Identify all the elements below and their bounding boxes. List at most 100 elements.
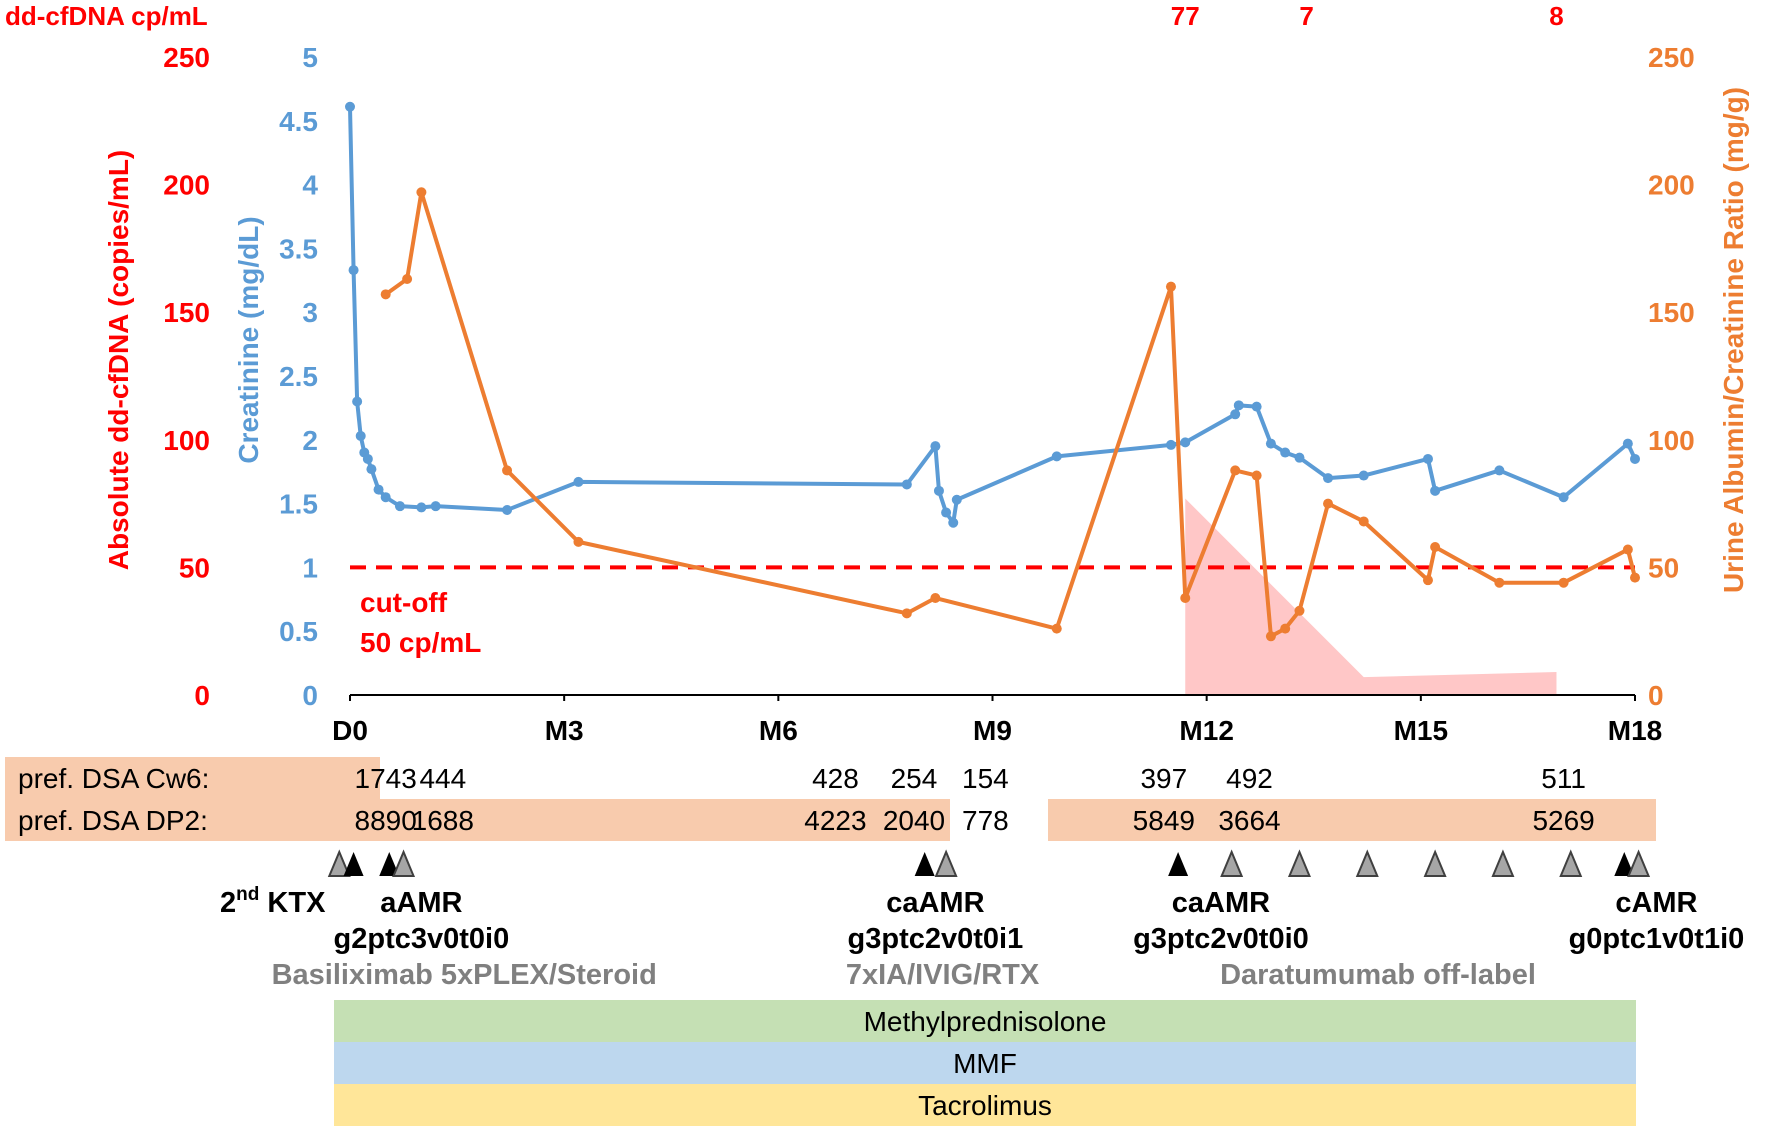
y-tick-label-dd-cfdna: 150 <box>163 297 210 328</box>
creatinine-point <box>1280 447 1291 458</box>
uacr-point <box>502 465 513 476</box>
creatinine-point <box>1230 409 1241 420</box>
creatinine-point <box>1494 465 1505 476</box>
diagnosis-label: cAMR <box>1615 887 1697 919</box>
biopsy-marker-grey <box>1355 849 1379 877</box>
dsa-value: 5849 <box>1133 805 1195 836</box>
drug-bars: Methylprednisolone MMF Tacrolimus <box>334 1000 1636 1126</box>
biopsy-marker-grey <box>1627 849 1651 877</box>
biopsy-marker-grey <box>1287 849 1311 877</box>
biopsy-marker-grey <box>392 849 416 877</box>
therapy-label: 7xIA/IVIG/RTX <box>846 959 1040 991</box>
y-tick-label-creatinine: 1.5 <box>279 489 318 520</box>
creatinine-point <box>1630 453 1640 464</box>
creatinine-point <box>430 501 441 512</box>
creatinine-point <box>951 494 962 505</box>
dsa-bg-right <box>1048 799 1656 841</box>
biopsy-marker-black <box>379 852 400 876</box>
biopsy-marker-grey <box>1423 849 1447 877</box>
x-ticks: D0 M3 M6 M9 M12 M15 M18 <box>332 695 1662 746</box>
creatinine-point <box>941 507 952 518</box>
dsa-row-label: pref. DSA DP2: <box>18 805 208 836</box>
therapy-label: Daratumumab off-label <box>1220 959 1536 991</box>
drug-label: Methylprednisolone <box>864 1006 1107 1037</box>
biopsy-marker-black <box>1168 852 1189 876</box>
creatinine-point <box>355 430 366 441</box>
dsa-bg-mid <box>380 799 950 841</box>
creatinine-point <box>1294 452 1305 463</box>
creatinine-point <box>1265 438 1276 449</box>
creatinine-point <box>352 396 363 407</box>
uacr-point <box>1622 544 1633 555</box>
dsa-value: 1688 <box>412 805 474 836</box>
uacr-point <box>1251 470 1262 481</box>
creatinine-point <box>930 441 941 452</box>
dd-cfdna-header-label: dd-cfDNA cp/mL <box>5 1 208 31</box>
creatinine-point <box>573 476 584 487</box>
creatinine-point <box>1558 492 1569 503</box>
y-tick-label-uacr: 250 <box>1648 42 1695 73</box>
dd-cfdna-header-value: 8 <box>1549 1 1563 31</box>
uacr-point <box>1558 577 1569 588</box>
drug-bar <box>334 1000 1636 1042</box>
uacr-point <box>930 593 941 604</box>
dsa-value: 511 <box>1541 763 1586 794</box>
dsa-value: 254 <box>891 763 938 794</box>
dsa-value: 154 <box>962 763 1009 794</box>
y-ticks-creatinine: 0 0.5 1 1.5 2 2.5 3 3.5 4 4.5 5 <box>279 42 318 711</box>
creatinine-point <box>948 517 959 528</box>
y-tick-label-creatinine: 4 <box>302 170 318 201</box>
y-tick-label-uacr: 0 <box>1648 680 1664 711</box>
y-tick-label-dd-cfdna: 250 <box>163 42 210 73</box>
x-tick-label: D0 <box>332 715 368 746</box>
banff-score-label: g0ptc1v0t1i0 <box>1569 923 1745 955</box>
y-tick-label-creatinine: 5 <box>302 42 318 73</box>
biopsy-marker-black <box>1614 852 1635 876</box>
y-tick-label-dd-cfdna: 50 <box>179 552 210 583</box>
uacr-point <box>1630 572 1640 583</box>
diagnosis-label: caAMR <box>1172 887 1270 919</box>
creatinine-point <box>901 479 912 490</box>
creatinine-point <box>362 453 373 464</box>
drug-bar <box>334 1084 1636 1126</box>
y-tick-label-uacr: 50 <box>1648 552 1679 583</box>
x-tick-label: M15 <box>1394 715 1448 746</box>
y-axis-title-creatinine: Creatinine (mg/dL) <box>233 216 264 463</box>
y-tick-label-dd-cfdna: 200 <box>163 170 210 201</box>
y-axis-title-uacr: Urine Albumin/Creatinine Ratio (mg/g) <box>1718 87 1749 593</box>
y-tick-label-creatinine: 0.5 <box>279 616 318 647</box>
dsa-value: 397 <box>1140 763 1187 794</box>
creatinine-point <box>1422 453 1433 464</box>
creatinine-point <box>380 492 391 503</box>
x-tick-label: M3 <box>545 715 584 746</box>
drug-label: Tacrolimus <box>918 1090 1052 1121</box>
dsa-value: 428 <box>812 763 859 794</box>
creatinine-point <box>1233 400 1244 411</box>
biopsy-marker-black <box>914 852 935 876</box>
creatinine-point <box>1180 437 1191 448</box>
uacr-point <box>1051 623 1062 634</box>
series-layer <box>345 101 1640 642</box>
dsa-value: 444 <box>419 763 466 794</box>
y-tick-label-creatinine: 2.5 <box>279 361 318 392</box>
y-tick-label-creatinine: 3 <box>302 297 318 328</box>
y-tick-label-uacr: 100 <box>1648 425 1695 456</box>
uacr-point <box>1358 516 1369 527</box>
dd-cfdna-area <box>1185 498 1557 695</box>
dsa-value: 5269 <box>1532 805 1594 836</box>
dsa-value: 1743 <box>355 763 417 794</box>
uacr-point <box>1165 281 1176 292</box>
biopsy-marker-grey <box>1559 849 1583 877</box>
uacr-point <box>402 274 413 285</box>
banff-score-label: g2ptc3v0t0i0 <box>334 923 510 955</box>
creatinine-point <box>502 504 513 515</box>
creatinine-point <box>1430 485 1441 496</box>
y-ticks-dd-cfdna: 0 50 100 150 200 250 <box>163 42 210 711</box>
dsa-value: 4223 <box>804 805 866 836</box>
y-tick-label-creatinine: 2 <box>302 425 318 456</box>
cutoff-label-line2: 50 cp/mL <box>360 627 481 658</box>
dsa-row-label: pref. DSA Cw6: <box>18 763 209 794</box>
banff-score-label: g3ptc2v0t0i0 <box>1133 923 1309 955</box>
uacr-point <box>1230 465 1241 476</box>
biopsy-marker-grey <box>934 849 958 877</box>
